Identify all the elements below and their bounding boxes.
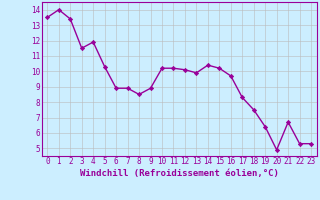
- X-axis label: Windchill (Refroidissement éolien,°C): Windchill (Refroidissement éolien,°C): [80, 169, 279, 178]
